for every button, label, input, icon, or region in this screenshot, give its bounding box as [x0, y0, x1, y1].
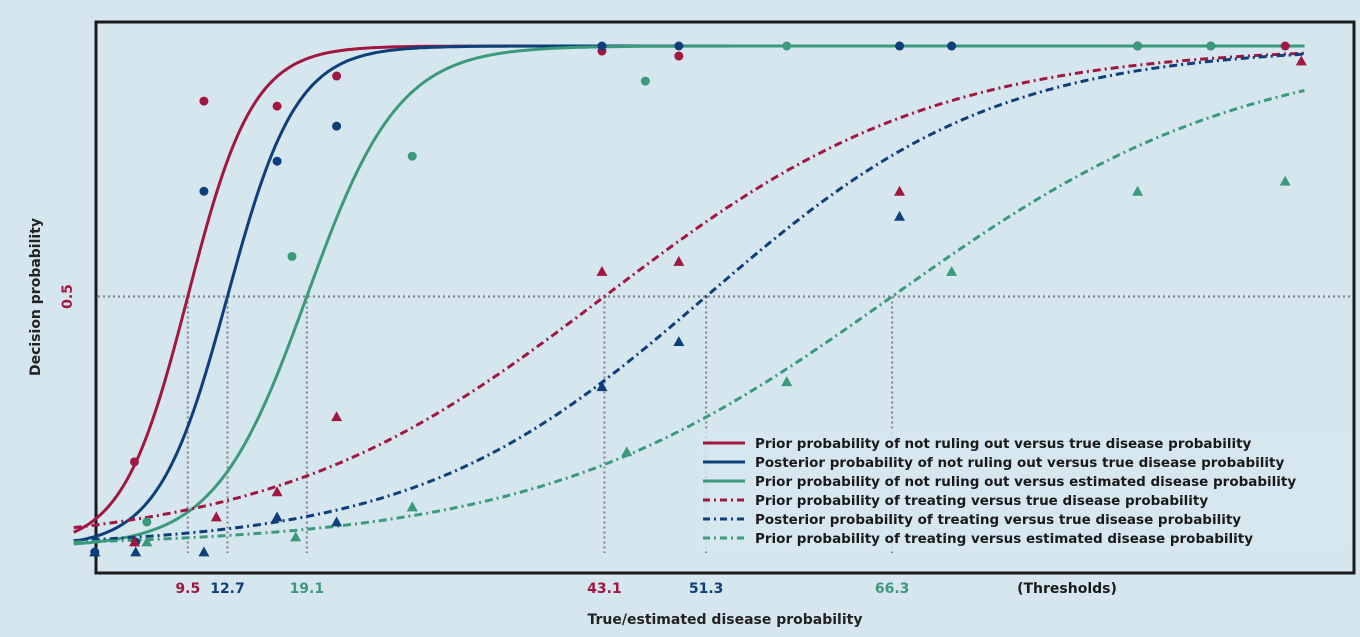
- data-point-s2-5: [332, 121, 342, 131]
- data-point-s5-8: [894, 210, 906, 221]
- legend-label-2: Posterior probability of not ruling out …: [755, 455, 1284, 471]
- data-point-s4-5: [596, 265, 608, 276]
- data-point-s6-8: [1279, 175, 1291, 186]
- threshold-label-51.3: 51.3: [689, 581, 724, 597]
- data-point-s4-7: [894, 185, 906, 196]
- legend-label-1: Prior probability of not ruling out vers…: [755, 436, 1252, 452]
- data-point-s2-3: [199, 186, 209, 196]
- data-point-s3-6: [1133, 41, 1143, 51]
- data-point-s5-1: [89, 546, 101, 557]
- data-point-s3-3: [407, 151, 417, 161]
- series-line-4: [73, 51, 1305, 530]
- threshold-label-66.3: 66.3: [875, 581, 910, 597]
- data-point-s4-1: [128, 536, 140, 547]
- data-point-s2-4: [272, 156, 282, 166]
- threshold-gridlines: [98, 295, 1352, 553]
- data-point-s4-6: [673, 255, 685, 266]
- series-curves: [73, 44, 1305, 546]
- data-point-s4-3: [271, 486, 283, 497]
- data-point-s4-4: [331, 411, 343, 422]
- data-point-s5-2: [130, 546, 142, 557]
- data-point-s3-4: [640, 76, 650, 86]
- legend-label-4: Prior probability of treating versus tru…: [755, 493, 1208, 509]
- data-point-s1-10: [1280, 41, 1290, 51]
- legend-label-5: Posterior probability of treating versus…: [755, 512, 1241, 528]
- data-point-s3-2: [287, 251, 297, 261]
- x-axis-title: True/estimated disease probability: [588, 612, 863, 628]
- data-point-s5-6: [596, 381, 608, 392]
- series-line-5: [73, 52, 1305, 542]
- data-point-s2-9: [947, 41, 957, 51]
- data-point-s3-7: [1206, 41, 1216, 51]
- data-point-s6-3: [406, 501, 418, 512]
- y-axis-title: Decision probability: [28, 218, 44, 376]
- data-point-s1-2: [199, 96, 209, 106]
- data-point-s6-4: [621, 446, 633, 457]
- data-point-s6-5: [781, 376, 793, 387]
- legend-label-3: Prior probability of not ruling out vers…: [755, 474, 1296, 490]
- data-point-s1-4: [332, 71, 342, 81]
- series-points: [89, 41, 1307, 557]
- series-line-3: [73, 44, 1305, 546]
- data-point-s5-3: [198, 546, 210, 557]
- threshold-caption: (Thresholds): [1017, 581, 1117, 597]
- data-point-s6-6: [946, 265, 958, 276]
- data-point-s2-6: [597, 41, 607, 51]
- legend-label-6: Prior probability of treating versus est…: [755, 531, 1253, 547]
- series-line-6: [73, 89, 1305, 544]
- data-point-s2-8: [895, 41, 905, 51]
- legend-background: [699, 431, 1347, 551]
- data-point-s1-6: [674, 51, 684, 61]
- data-point-s6-1: [141, 536, 153, 547]
- data-point-s6-7: [1132, 185, 1144, 196]
- data-point-s3-5: [782, 41, 792, 51]
- data-point-s3-1: [142, 517, 152, 527]
- threshold-label-9.5: 9.5: [175, 581, 200, 597]
- legend: Prior probability of not ruling out vers…: [699, 431, 1347, 551]
- data-point-s2-7: [674, 41, 684, 51]
- y-tick-label: 0.5: [60, 284, 76, 309]
- data-point-s1-3: [272, 101, 282, 111]
- threshold-label-12.7: 12.7: [210, 581, 245, 597]
- data-point-s5-4: [271, 511, 283, 522]
- data-point-s4-8: [1295, 55, 1307, 66]
- threshold-label-43.1: 43.1: [587, 581, 622, 597]
- data-point-s5-7: [673, 336, 685, 346]
- data-point-s1-1: [129, 457, 139, 467]
- axis-ticks: 0.5 9.5 12.7 19.1 43.1 51.3 66.3 (Thresholds): [60, 284, 1117, 597]
- threshold-label-19.1: 19.1: [290, 581, 325, 597]
- data-point-s5-5: [331, 516, 343, 527]
- data-point-s6-2: [290, 531, 302, 542]
- data-point-s4-2: [210, 511, 222, 522]
